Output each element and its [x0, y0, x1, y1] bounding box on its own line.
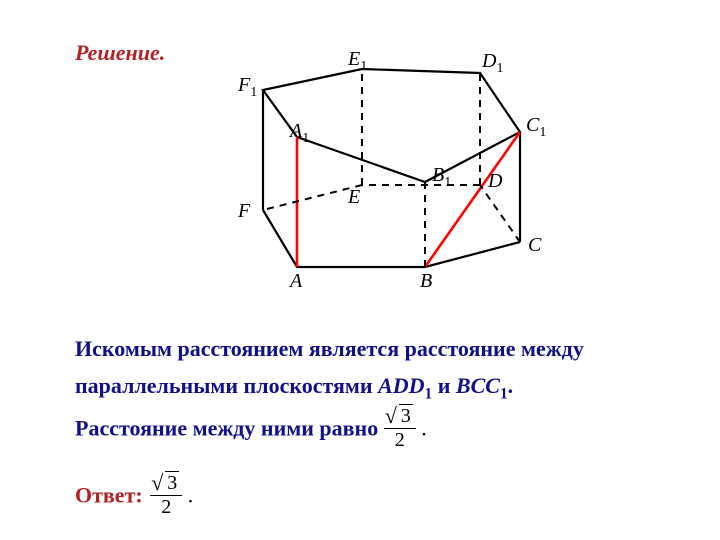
- plane1: ADD1: [378, 373, 432, 398]
- label-E1: E1: [348, 48, 367, 75]
- exp-line3: Расстояние между ними равно 3 2 .: [75, 408, 675, 453]
- label-D1: D1: [482, 50, 503, 77]
- exp-l2-post: .: [508, 373, 514, 398]
- answer-line: Ответ: 3 2 .: [75, 475, 193, 520]
- answer-label: Ответ:: [75, 483, 143, 508]
- label-C1: C1: [526, 114, 546, 141]
- label-A1: A1: [290, 120, 309, 147]
- label-B1: B1: [432, 164, 451, 191]
- label-B: B: [420, 270, 432, 293]
- exp-l2-pre: параллельными плоскостями: [75, 373, 378, 398]
- plane2: BCC1: [456, 373, 508, 398]
- explanation-text: Искомым расстоянием является расстояние …: [75, 330, 675, 453]
- label-F1: F1: [238, 74, 257, 101]
- label-F: F: [238, 200, 250, 223]
- hex-prism-diagram: A1 B1 C1 D1 E1 F1 A B C D E F: [200, 30, 540, 310]
- exp-l3-pre: Расстояние между ними равно: [75, 416, 384, 441]
- label-D: D: [488, 170, 502, 193]
- exp-line2: параллельными плоскостями ADD1 и BCC1.: [75, 367, 675, 408]
- label-C: C: [528, 234, 541, 257]
- label-E: E: [348, 186, 360, 209]
- answer-fraction: 3 2: [150, 473, 182, 518]
- label-A: A: [290, 270, 302, 293]
- exp-line1: Искомым расстоянием является расстояние …: [75, 330, 675, 367]
- exp-l2-mid: и: [432, 373, 456, 398]
- exp-l3-post: .: [421, 416, 427, 441]
- distance-fraction: 3 2: [384, 406, 416, 451]
- solution-heading: Решение.: [75, 40, 165, 66]
- answer-suffix: .: [188, 483, 194, 508]
